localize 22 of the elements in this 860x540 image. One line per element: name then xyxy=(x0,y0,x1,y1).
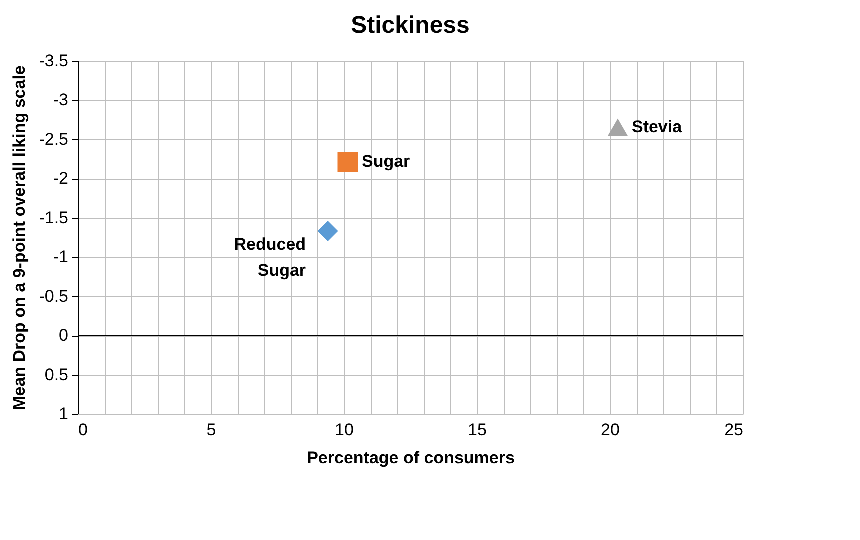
series-label: Stevia xyxy=(632,118,683,137)
x-axis-title: Percentage of consumers xyxy=(307,448,515,468)
x-tick-label: 15 xyxy=(468,420,487,440)
y-tick-label: 1 xyxy=(59,404,68,424)
chart-title: Stickiness xyxy=(351,12,470,39)
x-tick-label: 0 xyxy=(78,420,88,440)
y-tick-label: -1.5 xyxy=(39,208,68,228)
series-label: Reduced Sugar xyxy=(234,235,306,280)
series-label: Sugar xyxy=(362,152,411,172)
y-tick-label: 0 xyxy=(59,326,68,346)
x-tick-label: 25 xyxy=(724,420,744,440)
y-tick-label: -0.5 xyxy=(39,286,68,306)
x-tick-label: 5 xyxy=(206,420,216,440)
x-tick-label: 10 xyxy=(335,420,354,440)
y-tick-label: -1 xyxy=(53,248,68,267)
y-tick-label: -3.5 xyxy=(39,52,68,70)
y-axis-title: Mean Drop on a 9-point overall liking scale xyxy=(10,66,30,410)
y-tick-label: -2.5 xyxy=(39,130,68,149)
y-tick-label: 0.5 xyxy=(44,365,68,384)
y-tick-label: -2 xyxy=(53,169,68,188)
y-tick-label: -3 xyxy=(53,90,68,110)
x-tick-label: 20 xyxy=(601,420,620,440)
